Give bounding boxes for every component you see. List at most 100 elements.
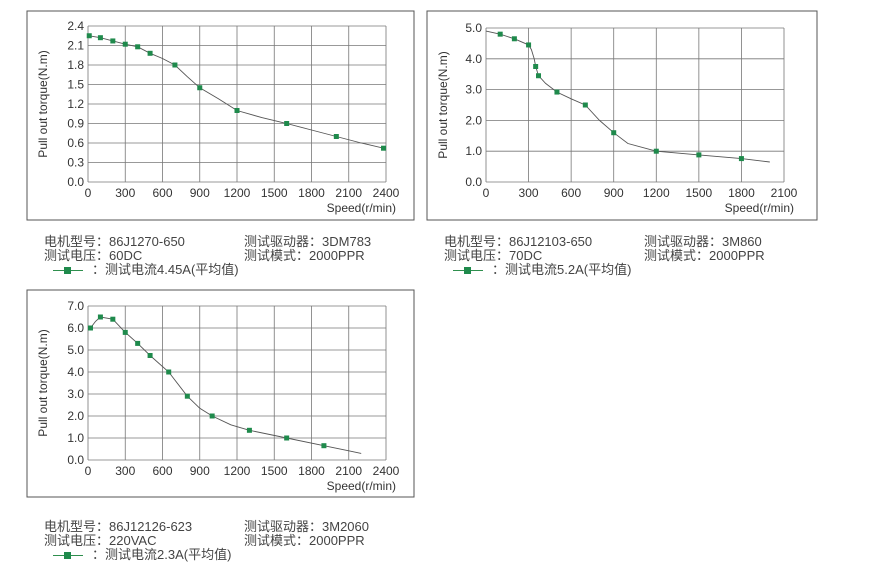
y-tick-label: 0.0 — [67, 453, 84, 467]
test-mode-label: 测试模式： — [244, 248, 310, 263]
data-point — [184, 393, 190, 399]
data-point — [321, 443, 327, 449]
x-tick-label: 1500 — [261, 186, 288, 200]
legend-text: ：测试电流2.3A(平均值) — [92, 547, 232, 562]
y-tick-label: 1.5 — [67, 78, 84, 92]
x-tick-label: 2100 — [771, 186, 798, 200]
x-tick-label: 2400 — [373, 464, 400, 478]
data-point — [110, 316, 116, 322]
x-tick-label: 2400 — [373, 186, 400, 200]
data-point — [511, 36, 517, 42]
x-tick-label: 300 — [519, 186, 539, 200]
data-point — [86, 33, 92, 39]
data-point — [536, 73, 542, 79]
chart-frame-2 — [426, 10, 818, 221]
data-point — [738, 156, 744, 162]
chart-frame-1 — [26, 10, 415, 221]
motor-model-label: 电机型号： — [444, 234, 510, 249]
y-tick-label: 2.0 — [67, 409, 84, 423]
motor-model-label: 电机型号： — [44, 519, 110, 534]
x-tick-label: 600 — [152, 464, 172, 478]
y-tick-label: 1.2 — [67, 97, 84, 111]
data-point — [135, 340, 141, 346]
x-tick-label: 600 — [152, 186, 172, 200]
y-tick-label: 7.0 — [67, 299, 84, 313]
y-tick-label: 0.9 — [67, 117, 84, 131]
x-tick-label: 600 — [561, 186, 581, 200]
motor-model-label: 电机型号： — [44, 234, 110, 249]
motor-model-value: 86J1270-650 — [109, 234, 185, 249]
test-voltage-value: 220VAC — [109, 533, 157, 548]
data-point — [209, 413, 215, 419]
y-tick-label: 5.0 — [67, 343, 84, 357]
data-point — [284, 435, 290, 441]
x-tick-label: 1800 — [298, 464, 325, 478]
data-point — [135, 44, 141, 50]
y-tick-label: 2.0 — [465, 113, 482, 127]
test-mode-value: 2000PPR — [709, 248, 765, 263]
test-voltage-label: 测试电压： — [44, 533, 110, 548]
test-mode-label: 测试模式： — [644, 248, 710, 263]
motor-model-value: 86J12103-650 — [509, 234, 593, 249]
y-tick-label: 2.1 — [67, 39, 84, 53]
x-tick-label: 300 — [115, 186, 135, 200]
test-voltage-label: 测试电压： — [444, 248, 510, 263]
x-axis-label: Speed(r/min) — [327, 479, 396, 493]
data-point — [147, 353, 153, 358]
test-voltage-value: 70DC — [509, 248, 543, 263]
data-point — [197, 85, 203, 91]
test-mode-value: 2000PPR — [309, 248, 365, 263]
data-point — [526, 42, 532, 48]
data-point — [611, 130, 617, 136]
x-tick-label: 2100 — [335, 186, 362, 200]
y-tick-label: 2.4 — [67, 19, 84, 33]
y-tick-label: 1.8 — [67, 58, 84, 72]
data-point — [166, 369, 172, 375]
x-tick-label: 1500 — [686, 186, 713, 200]
legend-marker-icon — [64, 267, 71, 274]
x-tick-label: 0 — [85, 186, 92, 200]
x-tick-label: 900 — [190, 186, 210, 200]
data-point — [497, 31, 503, 37]
data-point — [97, 35, 103, 41]
chart-frame-3 — [26, 289, 415, 498]
y-tick-label: 1.0 — [465, 144, 482, 158]
y-tick-label: 0.6 — [67, 136, 84, 150]
data-point — [246, 427, 252, 433]
test-voltage-label: 测试电压： — [44, 248, 110, 263]
y-axis-label: Pull out torque(N.m) — [436, 51, 450, 158]
test-driver-value: 3M860 — [722, 234, 762, 249]
data-point — [122, 329, 128, 335]
x-tick-label: 1200 — [224, 464, 251, 478]
data-point — [554, 89, 560, 95]
x-axis-label: Speed(r/min) — [327, 201, 396, 215]
series-line — [88, 316, 362, 454]
y-tick-label: 4.0 — [465, 52, 482, 66]
y-tick-label: 0.0 — [67, 175, 84, 189]
motor-model-value: 86J12126-623 — [109, 519, 193, 534]
test-driver-label: 测试驱动器： — [244, 519, 323, 534]
x-tick-label: 1200 — [224, 186, 251, 200]
x-tick-label: 300 — [115, 464, 135, 478]
x-tick-label: 1800 — [298, 186, 325, 200]
data-point — [582, 102, 588, 108]
test-driver-value: 3DM783 — [322, 234, 372, 249]
test-mode-label: 测试模式： — [244, 533, 310, 548]
data-point — [110, 38, 116, 44]
legend-text: ：测试电流5.2A(平均值) — [492, 262, 632, 277]
series-line — [88, 35, 384, 149]
y-tick-label: 0.3 — [67, 156, 84, 170]
data-point — [653, 148, 659, 154]
data-point — [333, 134, 339, 139]
y-axis-label: Pull out torque(N.m) — [36, 50, 50, 157]
y-tick-label: 3.0 — [465, 83, 482, 97]
x-tick-label: 900 — [604, 186, 624, 200]
test-driver-label: 测试驱动器： — [644, 234, 723, 249]
y-axis-label: Pull out torque(N.m) — [36, 329, 50, 436]
y-tick-label: 5.0 — [465, 21, 482, 35]
y-tick-label: 4.0 — [67, 365, 84, 379]
legend-marker-icon — [64, 552, 71, 559]
y-tick-label: 3.0 — [67, 387, 84, 401]
y-tick-label: 6.0 — [67, 321, 84, 335]
